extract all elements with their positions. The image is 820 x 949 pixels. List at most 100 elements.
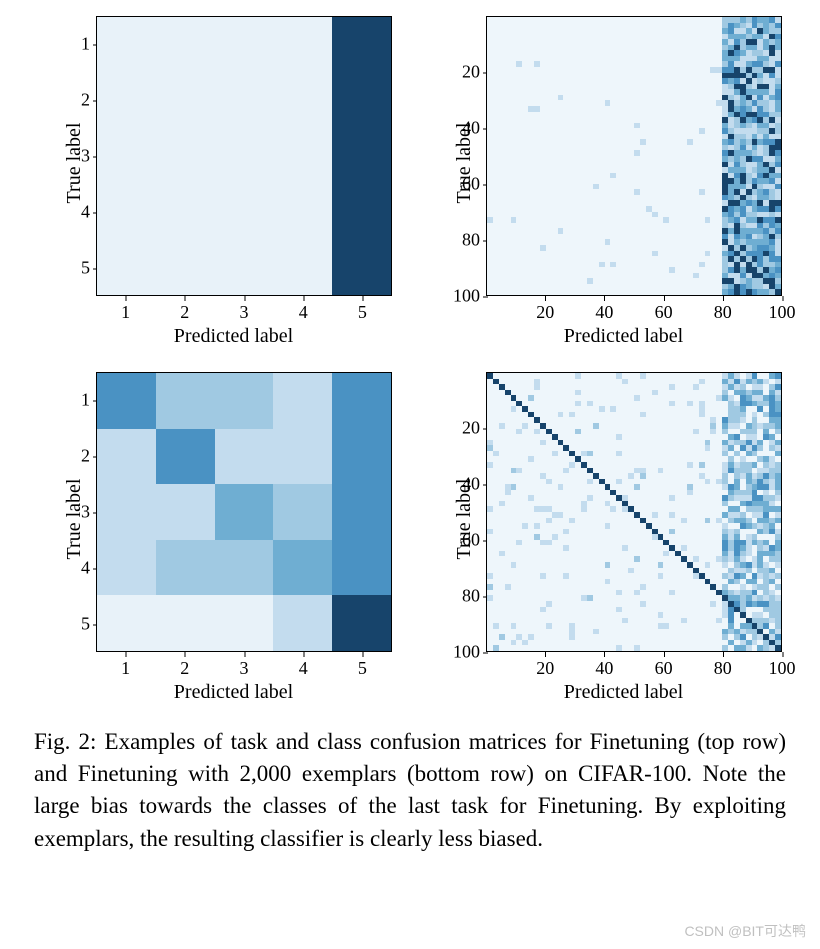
heatmap-cell	[273, 73, 332, 129]
heatmap-cell	[215, 239, 274, 295]
xtick: 4	[299, 658, 308, 679]
heatmap-cell	[273, 239, 332, 295]
heatmap-cell	[215, 540, 274, 596]
ytick: 5	[81, 258, 90, 279]
heatmap-cell	[332, 73, 391, 129]
ytick: 100	[453, 642, 480, 663]
xticks-tl: 12345	[96, 298, 392, 320]
heatmap-cell	[332, 373, 391, 429]
ytick: 60	[462, 530, 480, 551]
panel-top-right: True label 20406080100 20406080100 Predi…	[420, 10, 790, 350]
heatmap-cell	[97, 484, 156, 540]
xtick: 20	[536, 658, 554, 679]
xtick: 40	[595, 658, 613, 679]
heatmap-cell	[156, 239, 215, 295]
heatmap-cell	[273, 484, 332, 540]
heatmap-cell	[273, 373, 332, 429]
xtick: 3	[240, 658, 249, 679]
ytick: 60	[462, 174, 480, 195]
heatmap-cell	[97, 540, 156, 596]
xtick: 80	[714, 658, 732, 679]
plot-bl	[96, 372, 392, 652]
heatmap-cell	[156, 128, 215, 184]
xtick: 1	[121, 658, 130, 679]
heatmap-cell	[332, 540, 391, 596]
xtick: 5	[358, 302, 367, 323]
panel-grid: True label 12345 12345 Predicted label T…	[30, 10, 790, 706]
xtick: 5	[358, 658, 367, 679]
ytick: 3	[81, 502, 90, 523]
heatmap-cell	[332, 595, 391, 651]
ytick: 5	[81, 614, 90, 635]
heatmap-cell	[97, 73, 156, 129]
heatmap-cell	[215, 184, 274, 240]
yticks-br: 20406080100	[456, 372, 482, 652]
xlabel-br: Predicted label	[564, 681, 683, 704]
heatmap-cell	[332, 484, 391, 540]
heatmap-cell	[156, 184, 215, 240]
heatmap-tl	[97, 17, 391, 295]
yticks-tl: 1 2 3 4 5	[66, 16, 92, 296]
heatmap-cell	[332, 429, 391, 485]
heatmap-cell	[156, 429, 215, 485]
xtick: 20	[536, 302, 554, 323]
plot-tl	[96, 16, 392, 296]
xlabel-tr: Predicted label	[564, 325, 683, 348]
ytick: 4	[81, 202, 90, 223]
xtick: 100	[769, 658, 796, 679]
ytick: 2	[81, 90, 90, 111]
heatmap-cell	[156, 73, 215, 129]
heatmap-cell	[97, 239, 156, 295]
xtick: 80	[714, 302, 732, 323]
ytick: 4	[81, 558, 90, 579]
heatmap-cell	[97, 128, 156, 184]
heatmap-cell	[97, 429, 156, 485]
heatmap-cell	[215, 128, 274, 184]
ytick: 40	[462, 118, 480, 139]
ytick: 3	[81, 146, 90, 167]
ytick: 1	[81, 34, 90, 55]
heatmap-cell	[156, 595, 215, 651]
heatmap-cell	[273, 128, 332, 184]
yticks-bl: 12345	[66, 372, 92, 652]
heatmap-cell	[156, 17, 215, 73]
xtick: 2	[180, 658, 189, 679]
plot-tr	[486, 16, 782, 296]
xlabel-tl: Predicted label	[174, 325, 293, 348]
panel-top-left: True label 12345 12345 Predicted label	[30, 10, 400, 350]
heatmap-cell	[215, 17, 274, 73]
figure-caption: Fig. 2: Examples of task and class confu…	[30, 726, 790, 855]
panel-bottom-left: True label 12345 12345 Predicted label	[30, 366, 400, 706]
heatmap-cell	[332, 128, 391, 184]
ytick: 1	[81, 390, 90, 411]
panel-bottom-right: True label 20406080100 20406080100 Predi…	[420, 366, 790, 706]
xtick: 2	[180, 302, 189, 323]
heatmap-cell	[156, 484, 215, 540]
xtick: 100	[769, 302, 796, 323]
heatmap-cell	[97, 373, 156, 429]
ytick: 20	[462, 62, 480, 83]
xticks-tr: 20406080100	[486, 298, 782, 320]
ytick: 40	[462, 474, 480, 495]
xticks-bl: 1 2 3 4 5	[96, 654, 392, 676]
heatmap-cell	[97, 595, 156, 651]
heatmap-cell	[215, 73, 274, 129]
yticks-tr: 20406080100	[456, 16, 482, 296]
heatmap-cell	[273, 429, 332, 485]
heatmap-cell	[156, 373, 215, 429]
xtick: 3	[240, 302, 249, 323]
ytick: 80	[462, 586, 480, 607]
ytick: 80	[462, 230, 480, 251]
xlabel-bl: Predicted label	[174, 681, 293, 704]
heatmap-br	[487, 373, 781, 651]
heatmap-cell	[215, 429, 274, 485]
heatmap-cell	[156, 540, 215, 596]
heatmap-cell	[215, 595, 274, 651]
xtick: 60	[655, 302, 673, 323]
xtick: 4	[299, 302, 308, 323]
watermark-text: CSDN @BIT可达鸭	[684, 921, 806, 941]
heatmap-cell	[332, 17, 391, 73]
heatmap-bl	[97, 373, 391, 651]
plot-br	[486, 372, 782, 652]
xtick: 60	[655, 658, 673, 679]
